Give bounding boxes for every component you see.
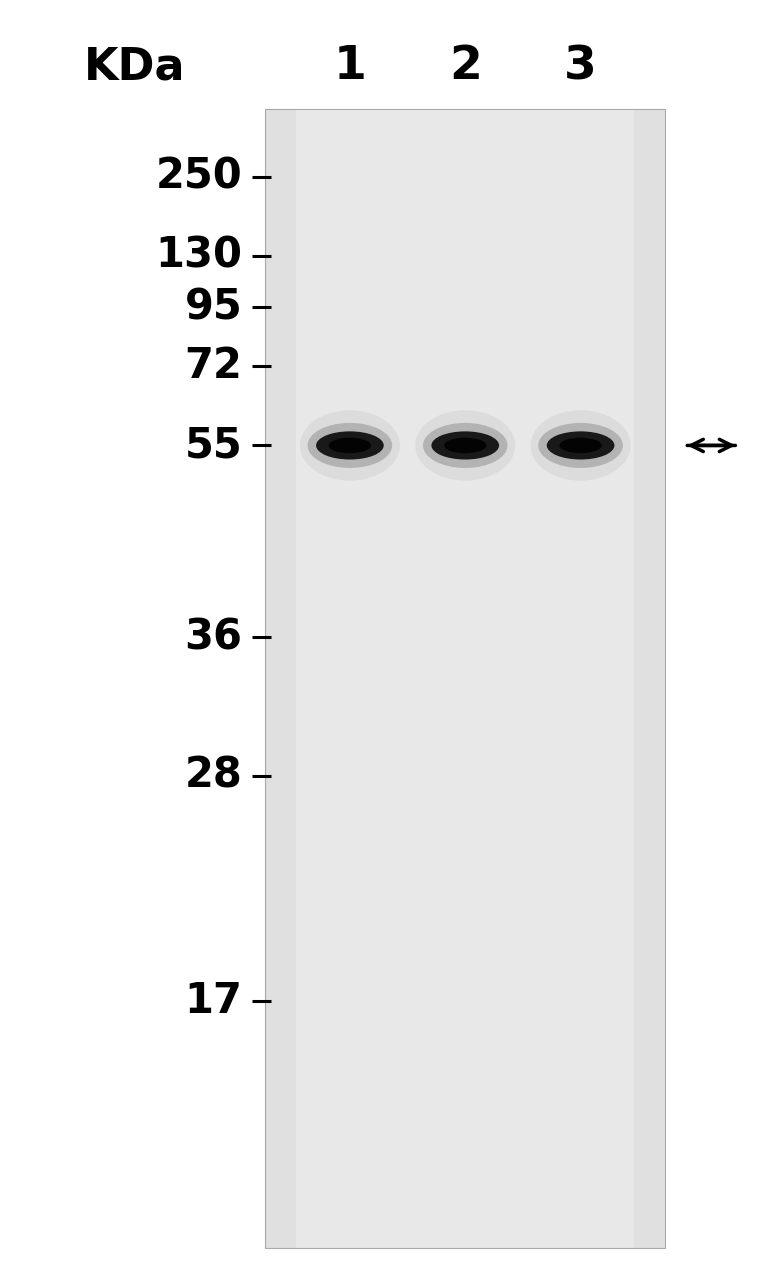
Text: 130: 130 [155,236,242,276]
Text: 1: 1 [334,44,366,90]
Ellipse shape [308,422,392,468]
Bar [265,109,296,1248]
Ellipse shape [431,431,499,460]
Ellipse shape [300,410,400,480]
Ellipse shape [538,422,623,468]
Ellipse shape [531,410,631,480]
Text: 28: 28 [185,755,242,796]
Bar [265,109,665,1248]
Bar [634,109,665,1248]
Ellipse shape [444,438,486,453]
Ellipse shape [423,422,508,468]
Text: 95: 95 [185,287,242,328]
Ellipse shape [547,431,614,460]
Text: 72: 72 [185,346,242,387]
Text: KDa: KDa [84,45,185,88]
Text: 3: 3 [564,44,597,90]
Ellipse shape [415,410,515,480]
Text: 250: 250 [155,156,242,197]
Text: 55: 55 [185,425,242,466]
Ellipse shape [316,431,384,460]
Text: 17: 17 [185,980,242,1021]
Ellipse shape [329,438,371,453]
Text: 2: 2 [449,44,481,90]
Ellipse shape [560,438,602,453]
Text: 36: 36 [185,617,242,658]
